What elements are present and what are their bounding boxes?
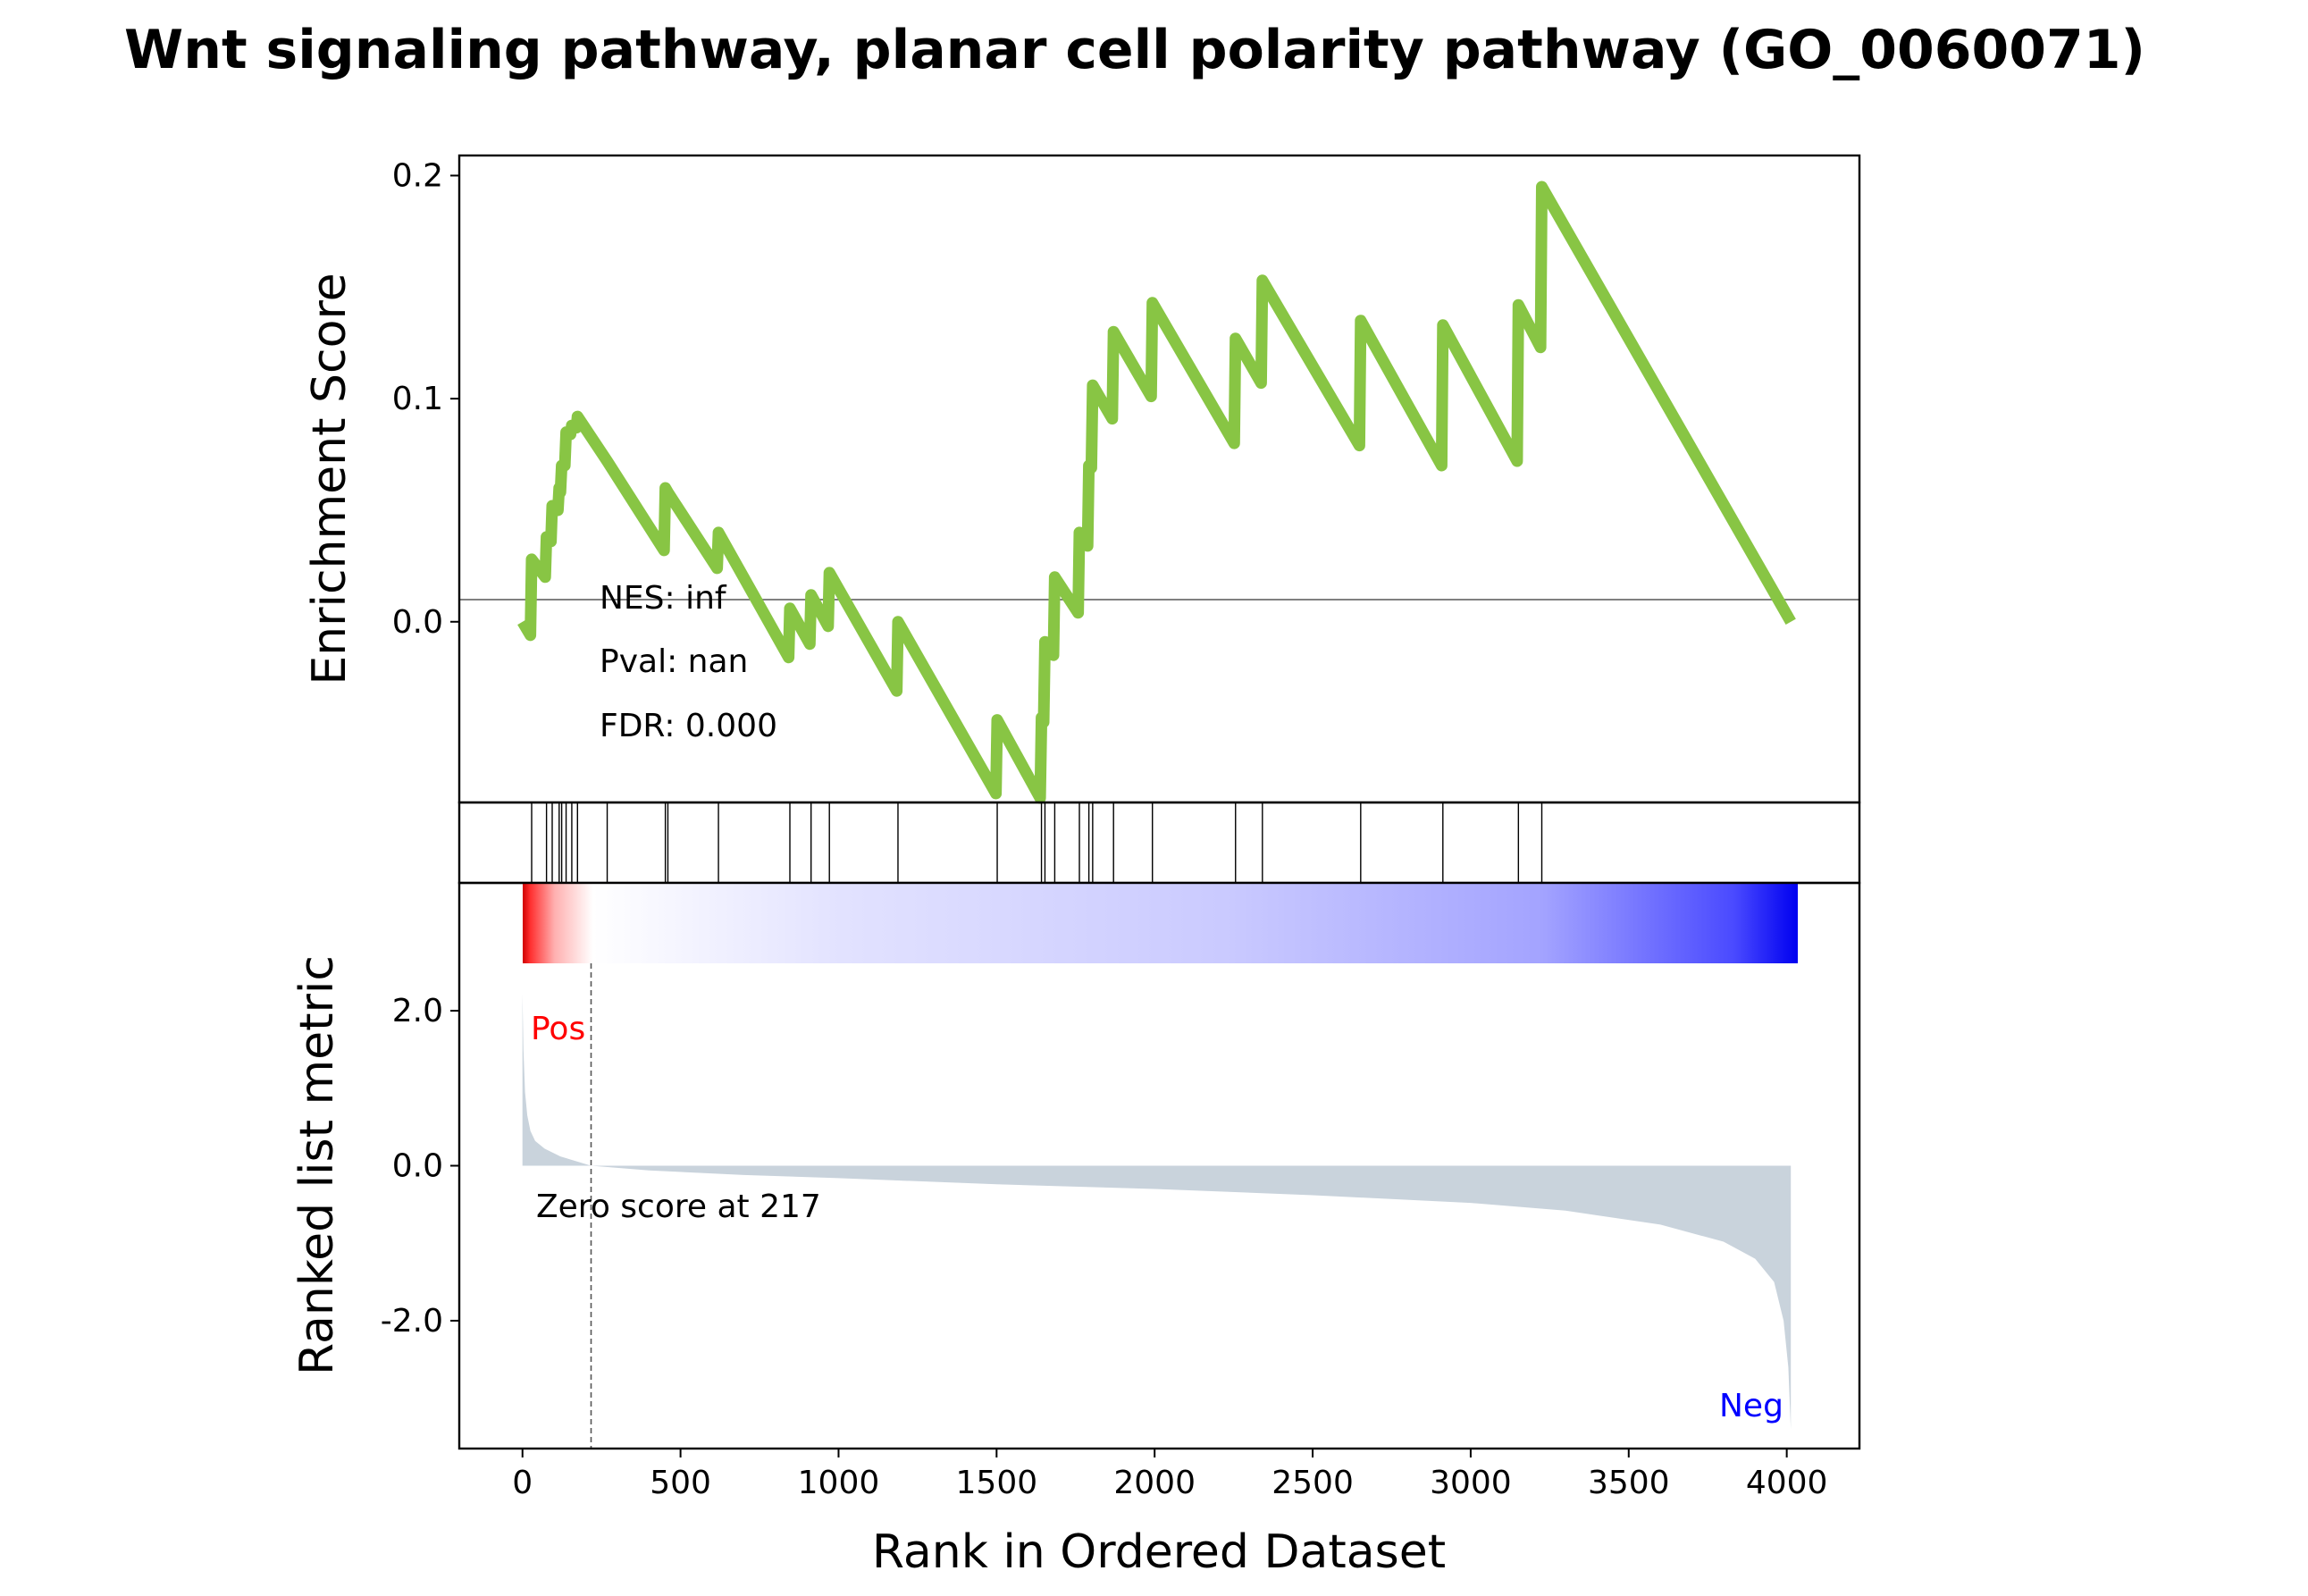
x-tick-label: 4000 (1746, 1465, 1828, 1501)
x-tick-label: 2500 (1271, 1465, 1354, 1501)
fdr-annotation: FDR: 0.000 (600, 708, 777, 744)
ranked-metric-panel: Pos Neg Zero score at 217 2.0 0.0 -2.0 Ran… (290, 881, 1861, 1450)
chart-title: Wnt signaling pathway, planar cell polar… (124, 19, 2145, 81)
rank-y-tick-label: -2.0 (381, 1303, 443, 1340)
pos-label: Pos (531, 1011, 585, 1047)
zero-score-annotation: Zero score at 217 (536, 1189, 821, 1225)
es-y-ticks: 0.0 0.1 0.2 (392, 157, 459, 641)
x-axis-label: Rank in Ordered Dataset (872, 1525, 1446, 1579)
enrichment-panel-frame (457, 154, 1861, 804)
enrichment-score-line (517, 181, 1796, 804)
hits-panel (457, 801, 1861, 885)
rank-color-bar (523, 883, 1798, 963)
x-tick-label: 1000 (798, 1465, 880, 1501)
es-y-tick-label: 0.0 (392, 604, 443, 641)
es-y-tick-label: 0.2 (392, 157, 443, 194)
es-y-tick-label: 0.1 (392, 381, 443, 417)
x-tick-label: 2000 (1113, 1465, 1196, 1501)
x-tick-label: 1500 (956, 1465, 1038, 1501)
gene-hit-marks (531, 802, 1543, 883)
x-tick-label: 0 (512, 1465, 533, 1501)
rank-y-tick-label: 0.0 (392, 1148, 443, 1185)
x-tick-label: 3500 (1588, 1465, 1670, 1501)
x-tick-label: 500 (650, 1465, 711, 1501)
hits-panel-frame (457, 801, 1861, 885)
rank-y-axis-label: Ranked list metric (290, 955, 344, 1375)
enrichment-panel: 0.00.10.2 NES: inf Pval: nan FDR: 0.000 … (303, 154, 1861, 804)
neg-label: Neg (1719, 1388, 1783, 1424)
nes-annotation: NES: inf (600, 580, 727, 617)
es-y-axis-label: Enrichment Score (303, 273, 357, 685)
x-axis-ticks: 0 500 1000 1500 2000 2500 3000 3500 4000 (512, 1449, 1827, 1501)
pval-annotation: Pval: nan (600, 643, 748, 680)
rank-y-ticks: 2.0 0.0 -2.0 (381, 993, 459, 1340)
rank-y-tick-label: 2.0 (392, 993, 443, 1029)
x-tick-label: 3000 (1430, 1465, 1512, 1501)
